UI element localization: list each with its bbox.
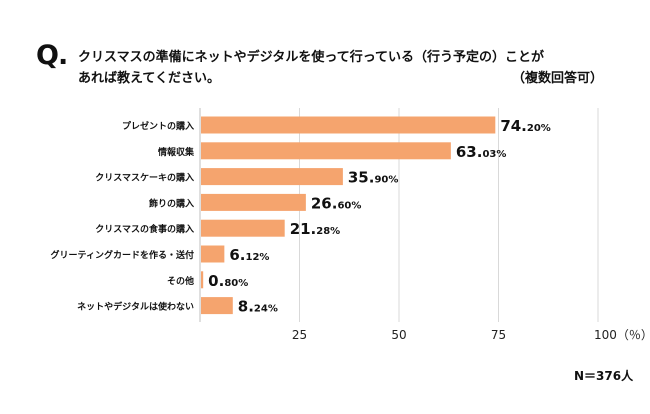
category-label: 飾りの購入 xyxy=(149,197,194,209)
value-label: 26.60% xyxy=(311,194,362,212)
value-label: 35.90% xyxy=(348,169,399,187)
question-text-line2: あれば教えてください。 xyxy=(78,71,220,86)
category-label: ネットやデジタルは使わない xyxy=(77,301,194,313)
value-label: 8.24% xyxy=(238,298,278,316)
x-tick-label: 75 xyxy=(491,328,506,342)
question-mark: Q. xyxy=(36,40,68,71)
category-label: クリスマスの食事の購入 xyxy=(95,223,194,235)
value-label: 63.03% xyxy=(456,143,507,161)
x-tick-label: 50 xyxy=(391,328,406,342)
bar xyxy=(201,116,496,134)
value-label: 21.28% xyxy=(290,220,341,238)
sample-size-label: N＝376人 xyxy=(574,369,634,383)
value-label: 74.20% xyxy=(500,117,551,135)
question-text-line1: クリスマスの準備にネットやデジタルを使って行っている（行う予定の）ことが xyxy=(78,50,545,65)
bar xyxy=(201,271,204,289)
category-label: その他 xyxy=(167,275,194,287)
category-label: クリスマスケーキの購入 xyxy=(95,172,194,184)
category-label: 情報収集 xyxy=(157,146,195,158)
bar xyxy=(201,142,451,160)
bar xyxy=(201,219,285,237)
x-tick-label: 100（％） xyxy=(594,328,650,342)
bar xyxy=(201,297,233,315)
value-label: 0.80% xyxy=(208,272,248,290)
bar xyxy=(201,245,225,263)
bar xyxy=(201,168,343,186)
bar xyxy=(201,193,306,211)
value-label: 6.12% xyxy=(229,246,269,264)
category-label: プレゼントの購入 xyxy=(122,120,194,132)
x-tick-label: 25 xyxy=(292,328,307,342)
multiple-answer-note: （複数回答可） xyxy=(512,71,604,86)
category-label: グリーティングカードを作る・送付 xyxy=(51,249,194,261)
